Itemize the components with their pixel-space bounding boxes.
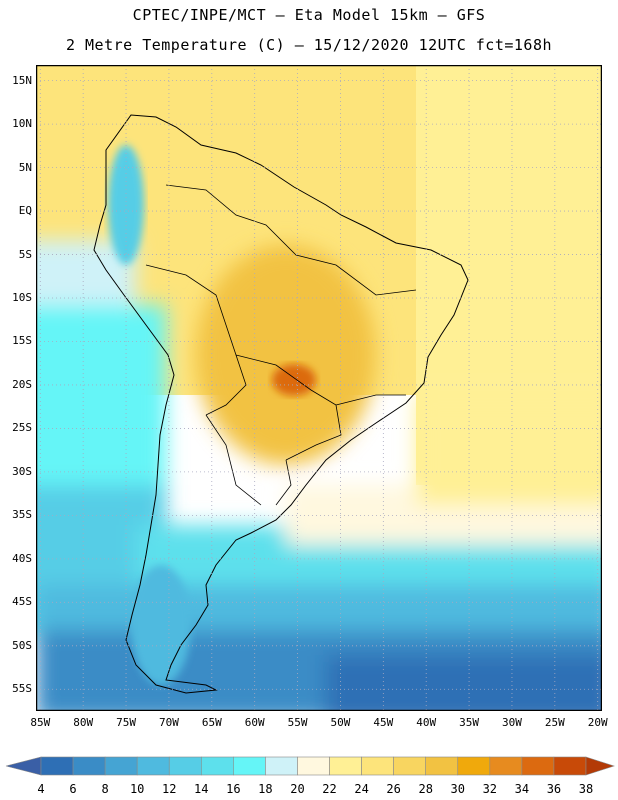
colorbar-tick-label: 8 xyxy=(101,782,109,796)
colorbar-arrow-high xyxy=(585,756,615,776)
latitude-label: 10N xyxy=(12,117,32,131)
latitude-label: 15N xyxy=(12,73,32,87)
colorbar-tick-label: 18 xyxy=(258,782,273,796)
longitude-label: 70W xyxy=(158,716,179,729)
colorbar-tick-label: 20 xyxy=(290,782,305,796)
colorbar-swatch xyxy=(200,756,234,776)
longitude-label: 25W xyxy=(544,716,565,729)
latitude-label: 40S xyxy=(12,551,32,565)
latitude-label: 20S xyxy=(12,377,32,391)
longitude-label: 75W xyxy=(116,716,136,729)
map-subtitle: 2 Metre Temperature (C) – 15/12/2020 12U… xyxy=(65,36,553,54)
field-hottest-core xyxy=(272,364,316,396)
longitude-label: 30W xyxy=(502,716,522,729)
colorbar-swatch xyxy=(425,756,459,776)
colorbar-swatch xyxy=(521,756,555,776)
colorbar-tick-label: 34 xyxy=(514,782,530,796)
colorbar-swatch xyxy=(104,756,138,776)
longitude-label: 65W xyxy=(201,716,222,729)
colorbar-tick-label: 6 xyxy=(69,782,77,796)
latitude-label: 50S xyxy=(12,638,32,652)
longitude-label: 20W xyxy=(587,716,608,729)
colorbar-swatch xyxy=(393,756,427,776)
latitude-label: 25S xyxy=(12,421,32,435)
latitude-label: 35S xyxy=(12,508,32,522)
colorbar-swatch xyxy=(553,756,587,776)
colorbar-swatch xyxy=(297,756,330,776)
colorbar xyxy=(5,756,615,776)
colorbar-tick-label: 16 xyxy=(226,782,241,796)
latitude-label: 15S xyxy=(12,334,32,348)
colorbar-swatch xyxy=(233,756,266,776)
longitude-label: 35W xyxy=(459,716,479,729)
colorbar-tick-label: 24 xyxy=(354,782,369,796)
colorbar-tick-label: 10 xyxy=(129,782,145,796)
longitude-label: 45W xyxy=(373,716,394,729)
latitude-label: 5S xyxy=(18,247,32,261)
latitude-label: EQ xyxy=(18,204,32,218)
map-title: CPTEC/INPE/MCT – Eta Model 15km – GFS xyxy=(132,6,486,24)
colorbar-tick-label: 22 xyxy=(322,782,337,796)
colorbar-tick-label: 14 xyxy=(194,782,209,796)
field-atlantic-yellow xyxy=(416,395,602,505)
colorbar-swatch xyxy=(136,756,170,776)
colorbar-tick-label: 30 xyxy=(450,782,465,796)
country-borders xyxy=(145,184,417,506)
longitude-label: 80W xyxy=(73,716,94,729)
longitude-label: 40W xyxy=(416,716,437,729)
colorbar-swatch xyxy=(361,756,394,776)
colorbar-swatch xyxy=(72,756,106,776)
colorbar-tick-label: 32 xyxy=(482,782,498,796)
latitude-label: 55S xyxy=(12,682,32,696)
longitude-label: 55W xyxy=(287,716,308,729)
colorbar-swatch xyxy=(457,756,491,776)
latitude-label: 10S xyxy=(12,291,32,304)
colorbar-tick-label: 4 xyxy=(37,782,45,796)
colorbar-swatch xyxy=(168,756,202,776)
colorbar-tick-label: 28 xyxy=(418,782,433,796)
latitude-label: 5N xyxy=(18,160,32,174)
map-frame xyxy=(36,65,602,711)
colorbar-tick-label: 26 xyxy=(386,782,401,796)
map-canvas xyxy=(36,65,602,711)
longitude-label: 50W xyxy=(330,716,351,729)
coastline xyxy=(93,114,469,694)
longitude-label: 85W xyxy=(30,716,51,729)
field-south-deepest xyxy=(326,655,602,711)
latitude-label: 45S xyxy=(12,595,32,609)
colorbar-swatch xyxy=(329,756,362,776)
colorbar-swatch xyxy=(489,756,523,776)
field-warm-interior xyxy=(196,245,376,465)
colorbar-swatch xyxy=(40,756,74,776)
colorbar-tick-label: 36 xyxy=(546,782,562,796)
latitude-label: 30S xyxy=(12,464,32,478)
longitude-label: 60W xyxy=(244,716,265,729)
temperature-map xyxy=(36,65,602,711)
colorbar-tick-label: 12 xyxy=(162,782,177,796)
colorbar-swatch xyxy=(265,756,298,776)
colorbar-tick-label: 38 xyxy=(578,782,594,796)
colorbar-arrow-low xyxy=(5,756,42,776)
